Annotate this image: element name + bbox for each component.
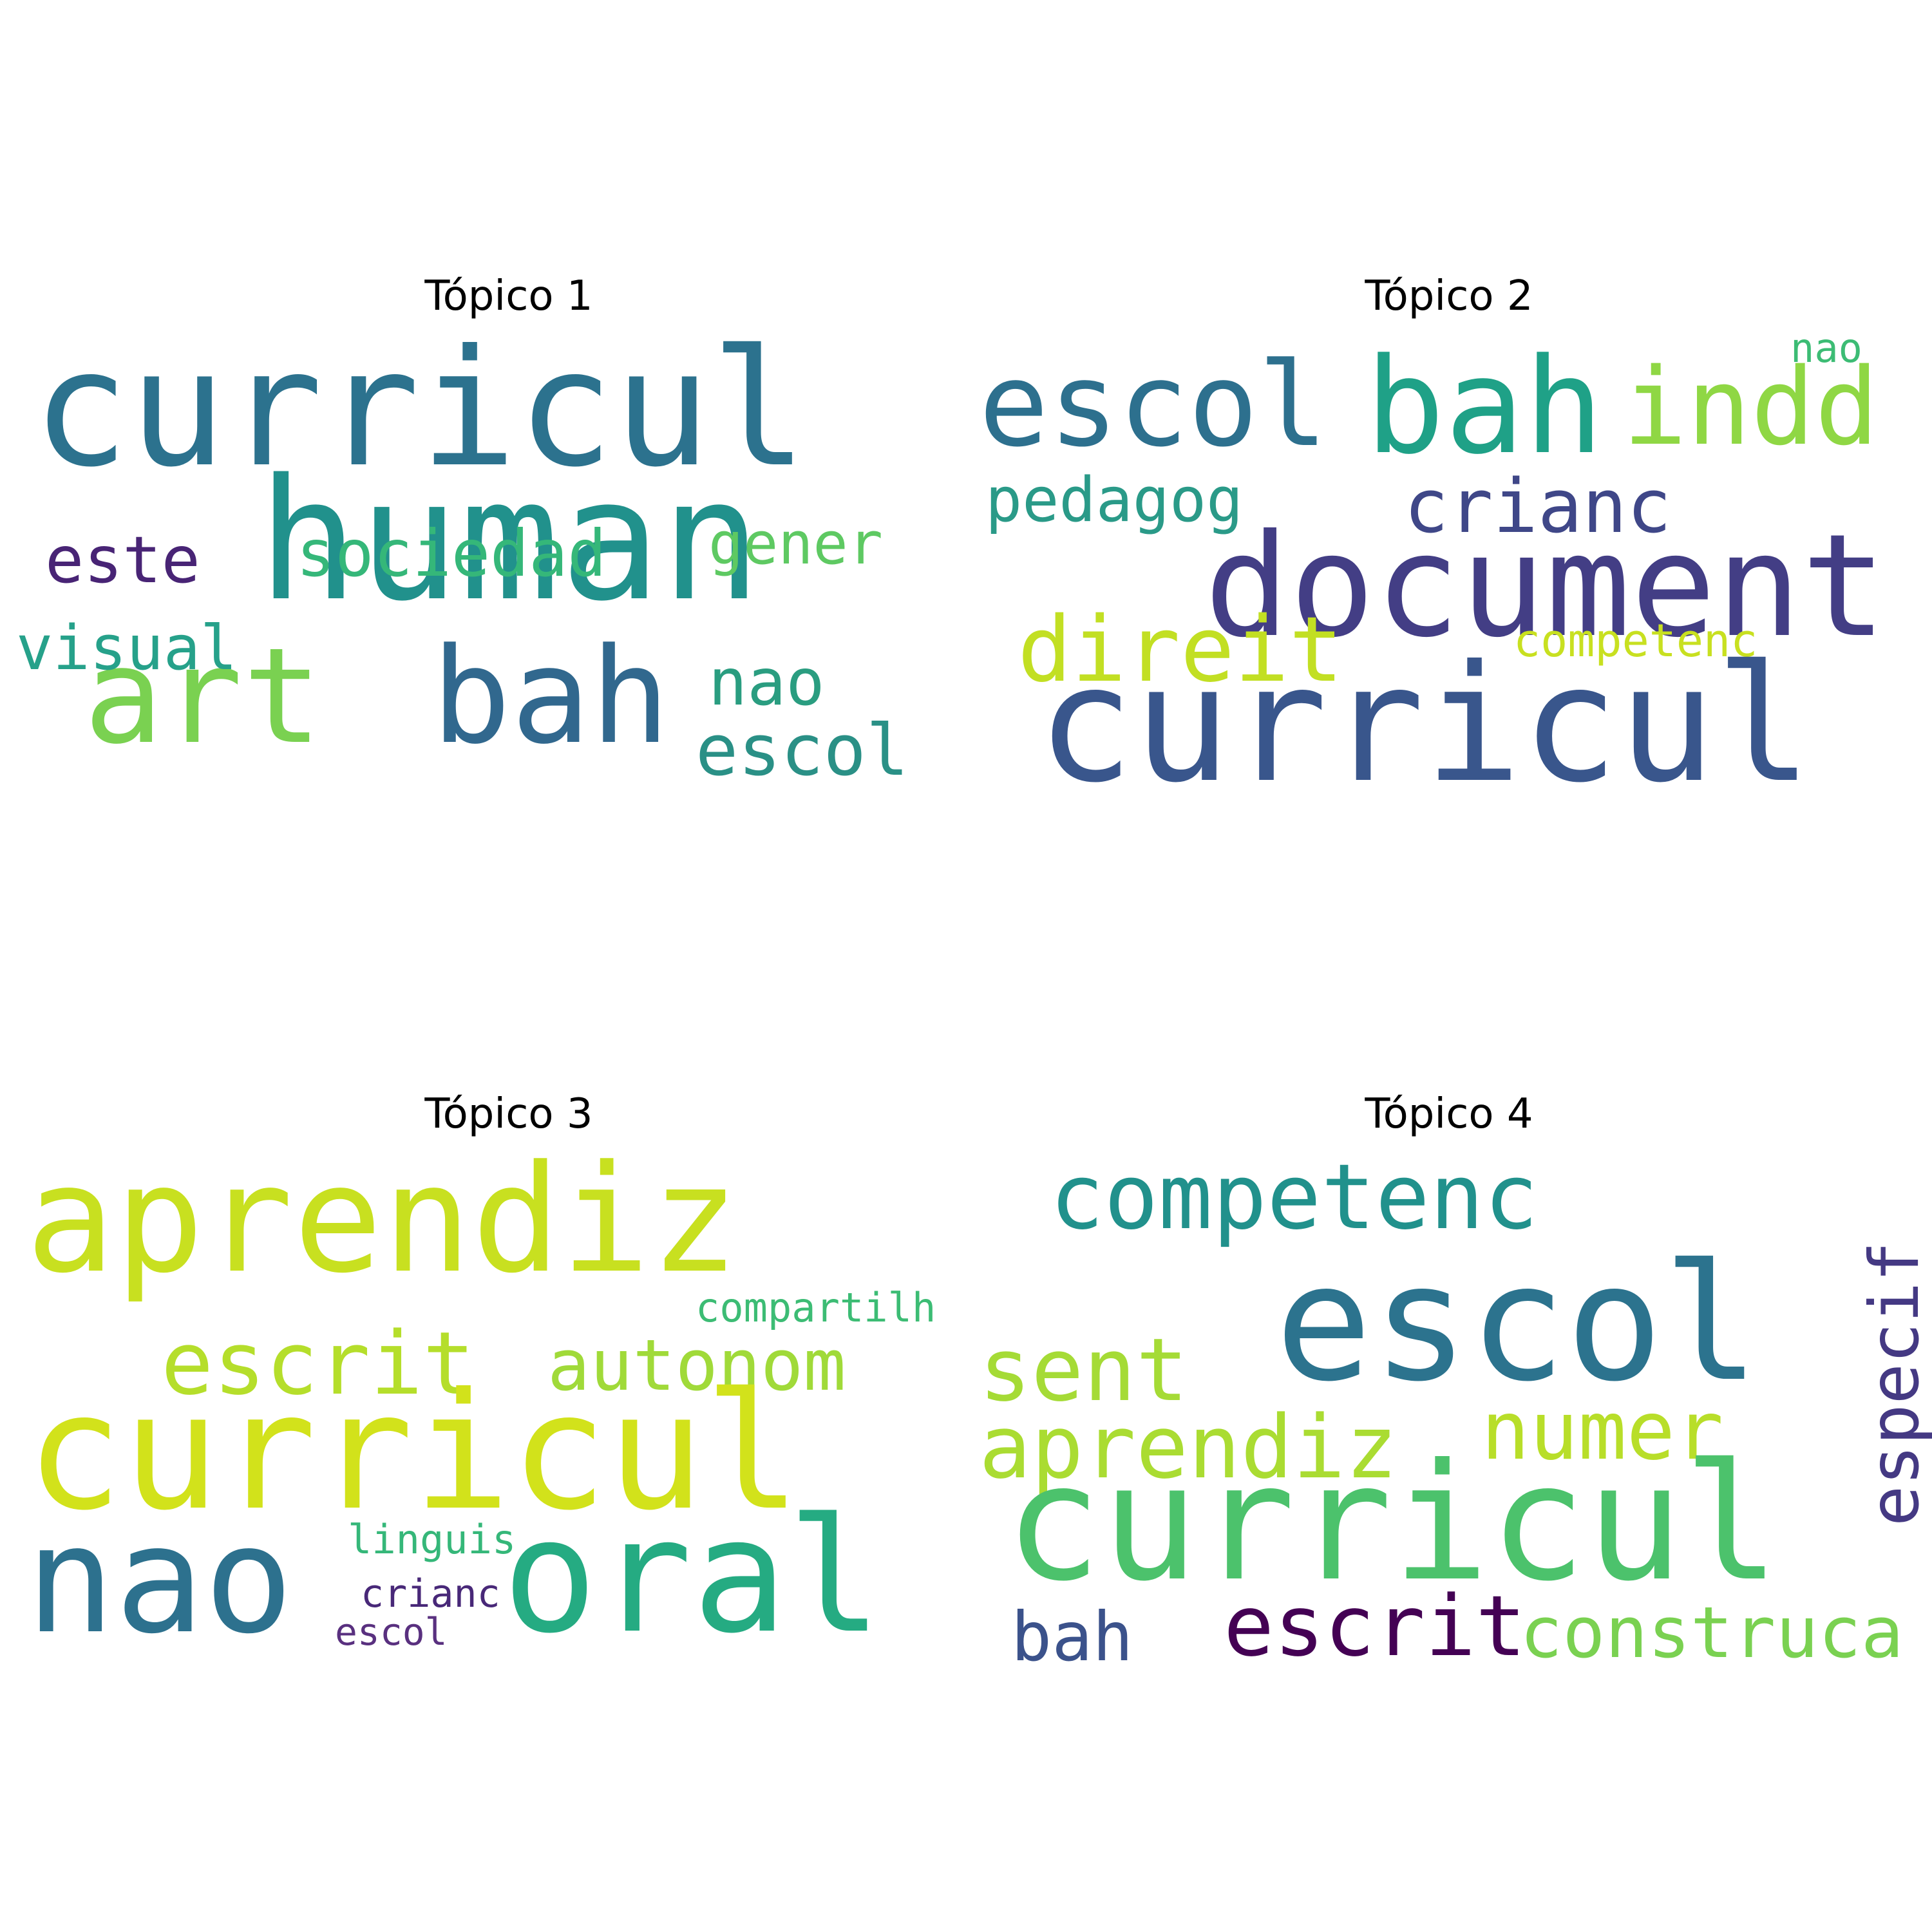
word-especif: especif	[1855, 1241, 1932, 1526]
word-escrit: escrit	[1224, 1577, 1526, 1675]
topic-1-panel: Tópico 1 curricul human art bah escol na…	[16, 270, 992, 791]
word-bah: bah	[1365, 330, 1604, 484]
topic-3-title: Tópico 3	[424, 1090, 593, 1138]
word-curricul: curricul	[32, 315, 808, 502]
topic-2-title: Tópico 2	[1365, 272, 1533, 320]
word-bah: bah	[1011, 1598, 1133, 1676]
word-escol: escol	[335, 1610, 448, 1654]
topic-2-wordcloud: escol bah indd nao pedagog crianc docume…	[966, 325, 1932, 805]
word-nao: nao	[26, 1495, 294, 1667]
topic-4-wordcloud: competenc escol sent aprendiz numer espe…	[966, 1145, 1932, 1671]
word-curricul: curricul	[1037, 630, 1813, 818]
topic-4-title: Tópico 4	[1365, 1090, 1533, 1138]
word-escrit: escrit	[161, 1313, 475, 1414]
topic-1-wordcloud: curricul human art bah escol nao socieda…	[16, 315, 992, 791]
word-art: art	[84, 620, 323, 773]
word-visual: visual	[16, 613, 238, 684]
word-sent: sent	[979, 1320, 1189, 1421]
word-escol: escol	[979, 338, 1328, 473]
topic-1-title: Tópico 1	[424, 272, 593, 320]
word-compartilh: compartilh	[696, 1284, 936, 1331]
word-aprendiz: aprendiz	[979, 1397, 1398, 1498]
word-aprendiz: aprendiz	[26, 1134, 739, 1306]
topic-3-panel: Tópico 3 aprendiz compartilh escrit auto…	[26, 1088, 992, 1656]
word-sociedad: sociedad	[296, 516, 607, 591]
word-nao: nao	[708, 645, 825, 720]
word-oral: oral	[502, 1484, 883, 1668]
topic-3-wordcloud: aprendiz compartilh escrit autonom curri…	[26, 1134, 992, 1656]
topic-4-panel: Tópico 4 competenc escol sent aprendiz n…	[966, 1088, 1932, 1671]
word-human: human	[258, 444, 762, 638]
word-este: este	[45, 522, 200, 598]
word-pedagog: pedagog	[985, 465, 1244, 536]
word-competenc: competenc	[1050, 1145, 1539, 1250]
topic-2-panel: Tópico 2 escol bah indd nao pedagog cria…	[966, 270, 1932, 805]
word-numer: numer	[1481, 1385, 1724, 1478]
word-curricul: curricul	[1005, 1429, 1781, 1616]
word-escol: escol	[1275, 1229, 1760, 1417]
word-bah: bah	[431, 620, 670, 773]
word-competenc: competenc	[1513, 614, 1758, 667]
word-linguis: linguis	[348, 1516, 516, 1563]
word-autonom: autonom	[547, 1324, 846, 1406]
word-construca: construca	[1520, 1591, 1904, 1674]
word-document: document	[1204, 504, 1887, 668]
word-indd: indd	[1623, 345, 1879, 469]
word-curricul: curricul	[26, 1358, 802, 1546]
word-nao: nao	[1790, 325, 1862, 372]
word-gener: gener	[708, 510, 883, 578]
word-crianc: crianc	[1404, 464, 1672, 550]
word-escol: escol	[696, 709, 909, 791]
word-direit: direit	[1018, 598, 1343, 703]
word-crianc: crianc	[361, 1571, 500, 1616]
